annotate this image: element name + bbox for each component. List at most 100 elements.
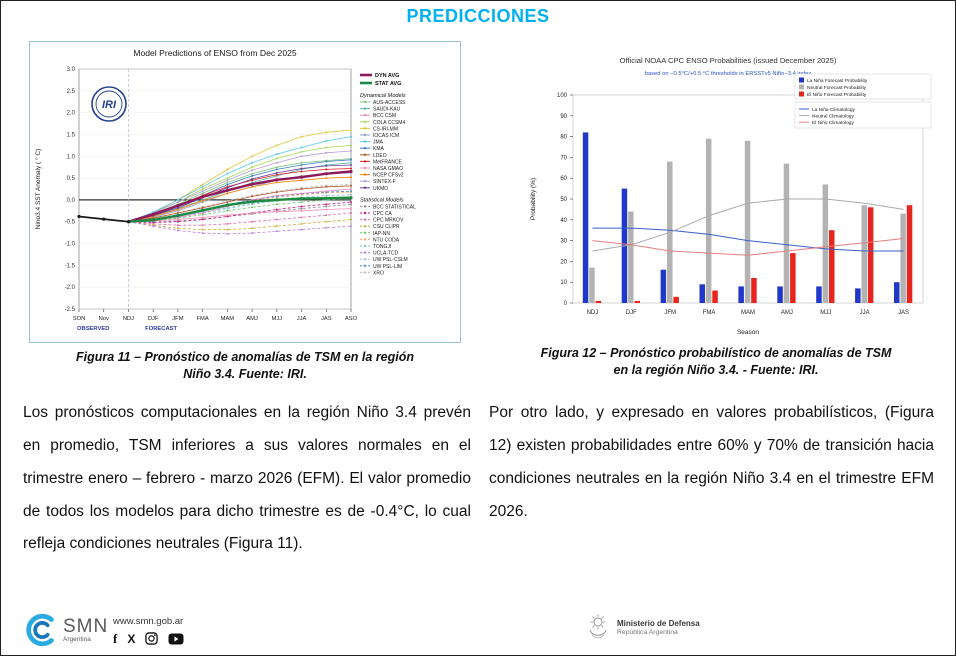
svg-text:Nov: Nov bbox=[99, 316, 109, 322]
svg-text:SAUDI-KAU: SAUDI-KAU bbox=[373, 107, 401, 113]
svg-text:JAS: JAS bbox=[321, 316, 332, 322]
svg-text:3.0: 3.0 bbox=[67, 67, 76, 73]
body-paragraph-right: Por otro lado, y expresado en valores pr… bbox=[489, 404, 934, 520]
iri-plume-svg: Model Predictions of ENSO from Dec 2025 -… bbox=[29, 41, 461, 343]
fig12-caption-line1: Figura 12 – Pronóstico probabilístico de… bbox=[540, 346, 892, 360]
fig11-iri-plume-chart: Model Predictions of ENSO from Dec 2025 -… bbox=[29, 41, 461, 343]
svg-text:MJJ: MJJ bbox=[820, 310, 831, 316]
svg-text:2.0: 2.0 bbox=[67, 111, 76, 117]
ministry-subtitle: República Argentina bbox=[617, 628, 678, 636]
svg-text:FORECAST: FORECAST bbox=[145, 326, 177, 332]
svg-text:DYN AVG: DYN AVG bbox=[375, 73, 399, 79]
svg-text:DJF: DJF bbox=[626, 310, 637, 316]
page-title: PREDICCIONES bbox=[406, 6, 550, 26]
svg-text:UKMO: UKMO bbox=[373, 186, 388, 192]
svg-text:1.0: 1.0 bbox=[67, 154, 76, 160]
svg-text:SON: SON bbox=[73, 316, 86, 322]
svg-text:Neutral Forecast Probability: Neutral Forecast Probability bbox=[807, 85, 867, 91]
svg-text:30: 30 bbox=[560, 239, 567, 245]
smn-country-label: Argentina bbox=[63, 635, 91, 643]
svg-text:MAM: MAM bbox=[221, 316, 235, 322]
svg-text:TONGJI: TONGJI bbox=[373, 244, 391, 250]
svg-text:-1.5: -1.5 bbox=[65, 263, 76, 269]
svg-text:JFM: JFM bbox=[664, 310, 676, 316]
svg-text:20: 20 bbox=[560, 259, 567, 265]
svg-text:BCC CSM: BCC CSM bbox=[373, 113, 396, 119]
svg-text:El Niño Forecast Probability: El Niño Forecast Probability bbox=[807, 92, 867, 98]
instagram-icon bbox=[145, 632, 159, 645]
svg-text:IRI: IRI bbox=[102, 99, 117, 111]
body-paragraph-left: Los pronósticos computacionales en la re… bbox=[23, 404, 471, 553]
smn-logo: SMN Argentina bbox=[21, 611, 108, 649]
svg-text:10: 10 bbox=[560, 280, 567, 286]
svg-text:SINTEX-F: SINTEX-F bbox=[373, 179, 396, 185]
svg-text:Model Predictions of ENSO from: Model Predictions of ENSO from Dec 2025 bbox=[133, 48, 297, 58]
svg-text:Season: Season bbox=[737, 329, 759, 336]
svg-text:JAS: JAS bbox=[898, 310, 909, 316]
fig12-noaa-probabilities-chart: Official NOAA CPC ENSO Probabilities (is… bbox=[523, 51, 933, 339]
svg-text:XRO: XRO bbox=[373, 270, 384, 276]
website-url: www.smn.gob.ar bbox=[113, 616, 184, 627]
smn-swirl-icon bbox=[21, 611, 59, 649]
svg-text:0.5: 0.5 bbox=[67, 176, 76, 182]
svg-text:UW PSL-LIM: UW PSL-LIM bbox=[373, 264, 402, 270]
ministry-logo: Ministerio de Defensa República Argentin… bbox=[586, 613, 700, 643]
svg-text:Official NOAA CPC ENSO Probabi: Official NOAA CPC ENSO Probabilities (is… bbox=[620, 56, 837, 65]
svg-text:-2.5: -2.5 bbox=[65, 307, 76, 313]
svg-text:ASO: ASO bbox=[345, 316, 358, 322]
facebook-icon: f bbox=[113, 631, 118, 646]
youtube-icon bbox=[168, 633, 184, 645]
svg-text:NDJ: NDJ bbox=[587, 310, 599, 316]
svg-text:90: 90 bbox=[560, 114, 567, 120]
social-icons-row: f X bbox=[113, 632, 184, 645]
svg-text:BCC STATISTICAL: BCC STATISTICAL bbox=[373, 204, 416, 210]
svg-text:LDEO: LDEO bbox=[373, 153, 387, 159]
svg-text:CPC MRKOV: CPC MRKOV bbox=[373, 218, 404, 224]
svg-text:La Niña Climatology: La Niña Climatology bbox=[812, 107, 856, 113]
svg-text:FMA: FMA bbox=[197, 316, 209, 322]
svg-text:NTU CODA: NTU CODA bbox=[373, 237, 400, 243]
svg-text:-1.0: -1.0 bbox=[65, 242, 76, 248]
svg-text:UCLA-TCD: UCLA-TCD bbox=[373, 251, 399, 257]
svg-text:CPC CA: CPC CA bbox=[373, 211, 393, 217]
svg-text:0: 0 bbox=[564, 301, 568, 307]
svg-text:La Niña Forecast Probability: La Niña Forecast Probability bbox=[807, 78, 868, 84]
svg-text:NCEP CFSv2: NCEP CFSv2 bbox=[373, 173, 404, 179]
svg-text:Statistical Models: Statistical Models bbox=[360, 197, 404, 203]
svg-text:CSU CLIPR: CSU CLIPR bbox=[373, 224, 400, 230]
fig11-caption: Figura 11 – Pronóstico de anomalías de T… bbox=[39, 349, 451, 383]
svg-text:80: 80 bbox=[560, 135, 567, 141]
svg-text:IOCAS ICM: IOCAS ICM bbox=[373, 133, 399, 139]
svg-text:-2.0: -2.0 bbox=[65, 285, 76, 291]
svg-text:2.5: 2.5 bbox=[67, 89, 76, 95]
svg-text:70: 70 bbox=[560, 155, 567, 161]
svg-text:Dynamical Models: Dynamical Models bbox=[360, 93, 406, 99]
svg-text:El Niño Climatology: El Niño Climatology bbox=[812, 120, 854, 126]
x-icon: X bbox=[127, 631, 136, 646]
svg-text:50: 50 bbox=[560, 197, 567, 203]
svg-text:60: 60 bbox=[560, 176, 567, 182]
fig11-caption-line1: Figura 11 – Pronóstico de anomalías de T… bbox=[75, 350, 415, 364]
svg-text:AUS-ACCESS: AUS-ACCESS bbox=[373, 100, 406, 106]
svg-text:UW PSL-CSLM: UW PSL-CSLM bbox=[373, 257, 408, 263]
svg-text:0.0: 0.0 bbox=[67, 198, 76, 204]
svg-text:DJF: DJF bbox=[148, 316, 159, 322]
ministry-name: Ministerio de Defensa bbox=[617, 618, 700, 628]
svg-text:100: 100 bbox=[557, 93, 568, 99]
svg-text:JFM: JFM bbox=[172, 316, 183, 322]
svg-text:NDJ: NDJ bbox=[123, 316, 134, 322]
svg-text:NASA GMAO: NASA GMAO bbox=[373, 166, 403, 172]
svg-text:OBSERVED: OBSERVED bbox=[77, 326, 109, 332]
svg-text:FMA: FMA bbox=[703, 310, 716, 316]
svg-text:40: 40 bbox=[560, 218, 567, 224]
svg-text:based on −0.5°C/+0.5 °C thresh: based on −0.5°C/+0.5 °C thresholds in ER… bbox=[645, 71, 812, 77]
svg-text:IAP-NN: IAP-NN bbox=[373, 231, 390, 237]
svg-text:Nino3.4 SST Anomaly ( ° C): Nino3.4 SST Anomaly ( ° C) bbox=[34, 149, 42, 230]
svg-text:1.5: 1.5 bbox=[67, 132, 76, 138]
noaa-probabilities-svg: Official NOAA CPC ENSO Probabilities (is… bbox=[530, 56, 932, 336]
svg-text:-0.5: -0.5 bbox=[65, 220, 76, 226]
svg-text:Neutral Climatology: Neutral Climatology bbox=[812, 114, 854, 120]
svg-text:MetFRANCE: MetFRANCE bbox=[373, 159, 403, 165]
fig11-caption-line2: Niño 3.4. Fuente: IRI. bbox=[183, 366, 307, 381]
